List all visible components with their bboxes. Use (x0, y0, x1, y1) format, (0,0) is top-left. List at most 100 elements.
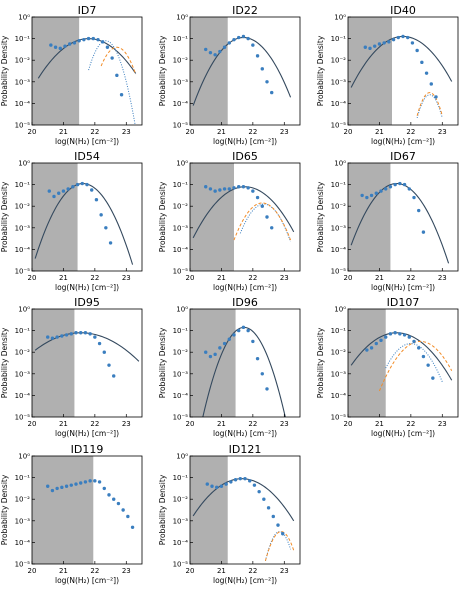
plot-area (46, 479, 135, 529)
y-axis-label: Probability Density (0, 181, 9, 252)
y-tick-label: 10⁻⁴ (173, 100, 189, 108)
x-tick-label: 20 (344, 274, 353, 282)
data-point (388, 185, 393, 189)
panel-id40: 20 21 22 23 10⁻⁵ 10⁻⁴ 10⁻³ 10⁻² 10⁻¹ 10⁰ ID40 log(N… (316, 4, 459, 146)
data-point (265, 80, 269, 84)
data-point (424, 71, 429, 75)
y-tick-label: 10⁻² (331, 57, 347, 65)
data-point (61, 189, 66, 193)
x-tick-label: 20 (344, 128, 353, 136)
data-point (417, 346, 421, 350)
data-point (224, 482, 228, 486)
data-point (384, 187, 388, 191)
data-point (377, 42, 382, 46)
axes-frame (31, 455, 143, 565)
y-tick-label: 10⁻¹ (173, 35, 189, 43)
axes-frame (189, 308, 301, 418)
data-point (208, 50, 213, 55)
y-tick-label: 10⁻¹ (331, 181, 347, 189)
data-point (402, 333, 407, 337)
y-tick-label: 10⁻¹ (173, 474, 189, 482)
data-point (75, 182, 80, 187)
x-tick-label: 23 (122, 420, 131, 428)
data-point (204, 185, 208, 189)
x-tick-label: 23 (122, 274, 131, 282)
x-tick-label: 22 (248, 128, 257, 136)
data-point (410, 41, 415, 45)
x-tick-label: 20 (344, 420, 353, 428)
x-tick-label: 23 (280, 128, 289, 136)
data-point (218, 188, 222, 192)
data-point (69, 483, 73, 487)
x-tick-label: 20 (28, 567, 37, 575)
data-point (88, 479, 92, 483)
data-point (251, 189, 255, 193)
y-tick-label: 10⁰ (176, 160, 188, 168)
data-point (53, 45, 58, 49)
y-tick-label: 10⁻³ (173, 78, 189, 86)
data-point (412, 195, 416, 200)
y-tick-label: 10⁰ (176, 306, 188, 314)
data-point (121, 508, 125, 512)
axes-frame (347, 308, 459, 418)
data-point (232, 186, 236, 190)
data-point (60, 334, 64, 338)
y-tick-label: 10⁻³ (331, 370, 347, 378)
data-point (112, 497, 116, 501)
data-point (204, 350, 208, 354)
data-point (382, 41, 386, 45)
y-tick-label: 10⁻¹ (331, 35, 347, 43)
y-tick-label: 10⁻² (15, 349, 31, 357)
y-tick-label: 10⁻⁵ (331, 122, 347, 130)
shaded-region (32, 163, 78, 271)
data-point (58, 46, 62, 51)
x-tick-label: 23 (438, 420, 447, 428)
data-point (369, 346, 374, 350)
data-point (215, 485, 219, 490)
x-tick-label: 21 (217, 420, 226, 428)
y-axis-label: Probability Density (316, 327, 325, 398)
y-tick-label: 10⁻² (15, 496, 31, 504)
y-tick-label: 10⁻⁵ (331, 268, 347, 276)
y-tick-label: 10⁻² (173, 57, 189, 65)
plot-area (192, 185, 295, 242)
data-point (252, 483, 257, 487)
x-axis-label: log(N(H₂) [cm⁻²]) (371, 429, 435, 438)
y-tick-label: 10⁻⁵ (173, 561, 189, 569)
axes-frame (189, 455, 301, 565)
data-point (227, 41, 231, 45)
fit-curve-dashed (378, 340, 453, 392)
data-point (401, 34, 405, 39)
y-tick-label: 10⁻⁴ (15, 100, 31, 108)
x-tick-label: 20 (28, 274, 37, 282)
x-axis-label: log(N(H₂) [cm⁻²]) (371, 283, 435, 292)
data-point (265, 387, 269, 391)
y-tick-label: 10⁻¹ (15, 474, 31, 482)
data-point (276, 523, 280, 527)
panel-title: ID121 (229, 443, 262, 456)
y-tick-label: 10⁻⁴ (173, 246, 189, 254)
data-point (368, 46, 372, 51)
y-tick-label: 10⁻³ (331, 224, 347, 232)
x-tick-label: 21 (375, 274, 384, 282)
x-tick-label: 21 (59, 567, 68, 575)
x-axis-label: log(N(H₂) [cm⁻²]) (213, 137, 277, 146)
y-axis-label: Probability Density (158, 327, 167, 398)
data-point (227, 187, 231, 191)
panel-title: ID96 (232, 296, 258, 309)
data-point (222, 187, 227, 191)
x-tick-label: 22 (90, 128, 99, 136)
data-point (110, 56, 114, 60)
data-point (365, 195, 369, 200)
data-point (255, 356, 260, 361)
y-axis-label: Probability Density (158, 35, 167, 106)
data-point (246, 186, 250, 190)
data-point (91, 36, 95, 41)
panel-title: ID95 (74, 296, 100, 309)
fit-curve-dashed (100, 46, 137, 75)
plot-area (350, 181, 450, 264)
data-point (241, 185, 246, 189)
fit-curve-dashed (233, 202, 292, 241)
data-point (265, 215, 269, 219)
y-tick-label: 10⁰ (18, 14, 30, 22)
